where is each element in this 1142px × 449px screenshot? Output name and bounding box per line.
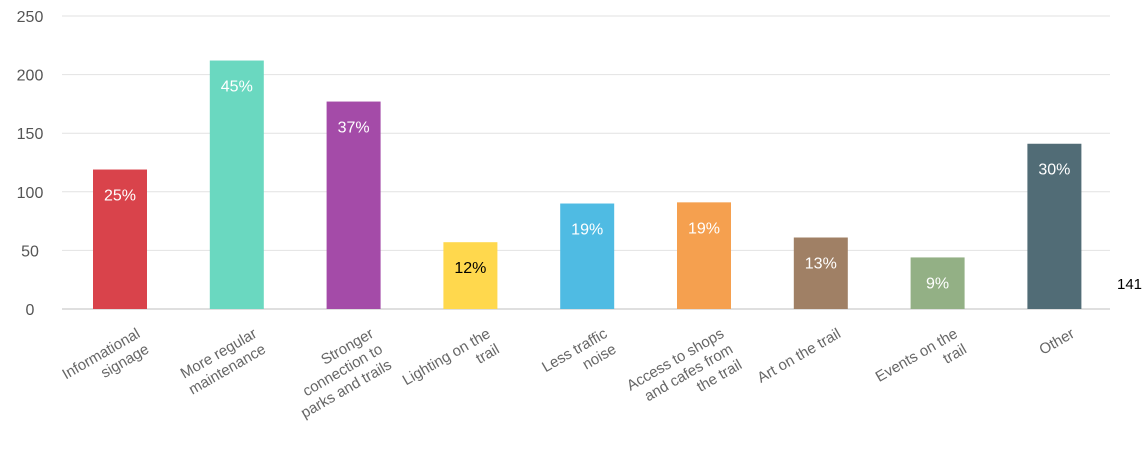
bar (443, 242, 498, 309)
bar (560, 203, 615, 309)
bar-data-label: 45% (221, 79, 253, 96)
bar (793, 237, 848, 309)
bar-data-label: 30% (1038, 162, 1070, 179)
x-tick-label-line: Other (1036, 325, 1077, 358)
y-tick-label: 0 (26, 302, 35, 319)
y-tick-label: 100 (17, 185, 44, 202)
bar (677, 202, 731, 309)
y-tick-label: 50 (21, 243, 39, 260)
x-tick-label-line: Art on the trail (754, 325, 843, 386)
bar (93, 169, 147, 309)
x-tick-label: Less trafficnoise (539, 325, 620, 392)
y-tick-label: 200 (17, 68, 44, 85)
y-tick-label: 150 (17, 126, 44, 143)
x-tick-label: Informationalsignage (59, 325, 152, 399)
y-axis: 0 50 100 150 200 250 (17, 9, 44, 319)
bar-data-label: 25% (104, 188, 136, 205)
data-labels: 25% 45% 37% 12% 19% 19% 13% 9% 30% (104, 79, 1070, 293)
x-axis: Informationalsignage More regularmaintena… (59, 325, 1077, 426)
x-tick-label: Other (1036, 325, 1077, 358)
bar-data-label: 13% (805, 256, 837, 273)
bar-data-label: 12% (454, 260, 486, 277)
x-tick-label: Access to shopsand cafes fromthe trail (624, 325, 745, 426)
bar-data-label: 37% (338, 120, 370, 137)
bar (910, 257, 965, 309)
x-tick-label: Art on the trail (754, 325, 843, 386)
bar-data-label: 19% (571, 222, 603, 239)
bar-data-label: 19% (688, 220, 720, 237)
x-tick-label: Strongerconnection toparks and trails (280, 325, 395, 422)
bar (326, 101, 381, 309)
bar (1027, 143, 1082, 309)
x-tick-label: Lighting on thetrail (400, 325, 503, 405)
bar-data-label: 9% (926, 275, 949, 292)
annotation-label: 141 (1117, 276, 1142, 293)
x-tick-label: More regularmaintenance (177, 325, 269, 398)
bar (209, 60, 264, 310)
bars (93, 60, 1082, 310)
x-tick-label: Events on thetrail (873, 325, 970, 401)
y-tick-label: 250 (17, 9, 44, 26)
